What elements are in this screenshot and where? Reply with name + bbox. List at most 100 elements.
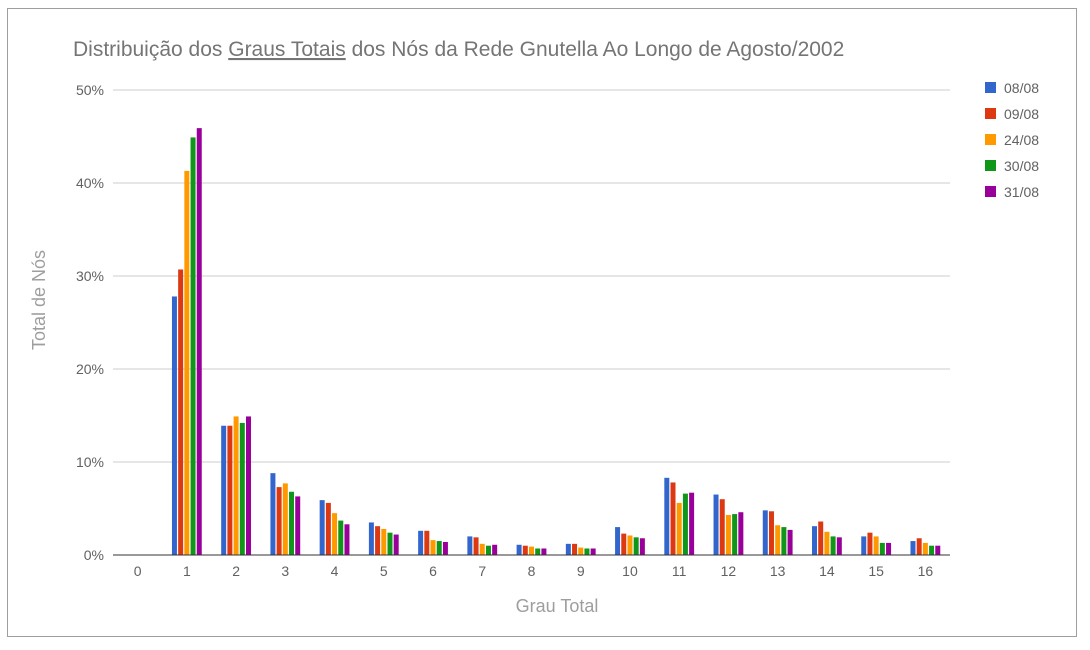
- x-tick-label: 7: [478, 563, 486, 579]
- bar-08-08-grau-2[interactable]: [221, 425, 227, 555]
- bar-31-08-grau-5[interactable]: [393, 534, 399, 555]
- bar-31-08-grau-14[interactable]: [836, 537, 842, 555]
- bar-09-08-grau-7[interactable]: [473, 537, 479, 555]
- bar-08-08-grau-15[interactable]: [861, 536, 867, 555]
- bar-24-08-grau-14[interactable]: [824, 531, 830, 555]
- bar-30-08-grau-10[interactable]: [633, 537, 639, 555]
- bar-24-08-grau-13[interactable]: [775, 525, 781, 555]
- bar-30-08-grau-1[interactable]: [190, 137, 196, 555]
- x-tick-label: 5: [380, 563, 388, 579]
- bar-09-08-grau-3[interactable]: [276, 487, 282, 555]
- bar-31-08-grau-8[interactable]: [541, 548, 547, 555]
- x-tick-label: 9: [577, 563, 585, 579]
- bar-09-08-grau-12[interactable]: [719, 499, 725, 555]
- legend-swatch: [985, 82, 996, 93]
- bar-31-08-grau-4[interactable]: [344, 524, 350, 555]
- bar-09-08-grau-9[interactable]: [572, 543, 578, 555]
- x-tick-label: 14: [819, 563, 835, 579]
- x-tick-label: 12: [721, 563, 737, 579]
- bar-08-08-grau-8[interactable]: [516, 544, 522, 555]
- bar-31-08-grau-16[interactable]: [935, 545, 941, 555]
- bar-30-08-grau-3[interactable]: [289, 491, 295, 555]
- bar-09-08-grau-4[interactable]: [325, 502, 331, 555]
- legend-swatch: [985, 160, 996, 171]
- bar-30-08-grau-2[interactable]: [239, 422, 245, 555]
- bar-31-08-grau-10[interactable]: [639, 538, 645, 555]
- bar-24-08-grau-7[interactable]: [479, 543, 485, 555]
- bar-09-08-grau-16[interactable]: [916, 538, 922, 555]
- bar-09-08-grau-6[interactable]: [424, 530, 430, 555]
- y-tick-label: 20%: [76, 361, 104, 377]
- bar-09-08-grau-1[interactable]: [178, 269, 184, 555]
- y-axis-title: Total de Nós: [29, 250, 49, 350]
- bar-08-08-grau-4[interactable]: [319, 500, 325, 555]
- legend-label: 24/08: [1004, 132, 1039, 148]
- x-tick-label: 6: [429, 563, 437, 579]
- legend-swatch: [985, 186, 996, 197]
- bar-30-08-grau-9[interactable]: [584, 548, 590, 555]
- chart-title-part-2: dos Nós da Rede Gnutella Ao Longo de Ago…: [346, 38, 845, 61]
- bar-09-08-grau-13[interactable]: [768, 511, 774, 555]
- bar-08-08-grau-11[interactable]: [664, 477, 670, 555]
- bar-30-08-grau-8[interactable]: [535, 548, 541, 555]
- bar-09-08-grau-5[interactable]: [375, 526, 381, 555]
- bar-24-08-grau-16[interactable]: [922, 542, 928, 555]
- bar-08-08-grau-3[interactable]: [270, 473, 276, 555]
- bar-31-08-grau-15[interactable]: [886, 542, 892, 555]
- bar-31-08-grau-11[interactable]: [689, 492, 695, 555]
- bar-31-08-grau-3[interactable]: [295, 496, 301, 555]
- bar-09-08-grau-2[interactable]: [227, 425, 233, 555]
- bar-09-08-grau-15[interactable]: [867, 532, 873, 555]
- bar-08-08-grau-13[interactable]: [762, 510, 768, 555]
- bar-08-08-grau-16[interactable]: [910, 541, 916, 555]
- bar-09-08-grau-10[interactable]: [621, 533, 627, 555]
- x-tick-label: 11: [672, 563, 687, 579]
- bar-24-08-grau-4[interactable]: [332, 513, 338, 555]
- bar-30-08-grau-6[interactable]: [436, 541, 442, 555]
- bar-30-08-grau-5[interactable]: [387, 532, 393, 555]
- bar-24-08-grau-15[interactable]: [873, 536, 879, 555]
- bar-24-08-grau-5[interactable]: [381, 528, 387, 555]
- bar-24-08-grau-6[interactable]: [430, 540, 436, 555]
- bar-30-08-grau-16[interactable]: [929, 545, 935, 555]
- bar-24-08-grau-1[interactable]: [184, 170, 190, 555]
- bar-30-08-grau-15[interactable]: [879, 542, 885, 555]
- bar-08-08-grau-12[interactable]: [713, 494, 719, 555]
- bar-08-08-grau-9[interactable]: [565, 543, 571, 555]
- bar-30-08-grau-7[interactable]: [485, 545, 491, 555]
- bar-30-08-grau-14[interactable]: [830, 536, 836, 555]
- bar-31-08-grau-1[interactable]: [196, 128, 202, 555]
- bar-24-08-grau-10[interactable]: [627, 535, 633, 555]
- bar-24-08-grau-12[interactable]: [725, 515, 731, 555]
- bar-08-08-grau-6[interactable]: [418, 530, 424, 555]
- x-tick-label: 3: [281, 563, 289, 579]
- legend-swatch: [985, 108, 996, 119]
- bar-31-08-grau-9[interactable]: [590, 548, 596, 555]
- bar-24-08-grau-11[interactable]: [676, 502, 682, 555]
- bar-09-08-grau-8[interactable]: [522, 545, 528, 555]
- bar-30-08-grau-4[interactable]: [338, 520, 344, 555]
- axes: 0%10%20%30%40%50%0 1 2 3 4 5 6 7 8 9 10 11 12 13 14 15 1…: [76, 82, 950, 579]
- bar-24-08-grau-8[interactable]: [529, 546, 534, 555]
- bar-24-08-grau-3[interactable]: [282, 483, 288, 555]
- bar-31-08-grau-13[interactable]: [787, 529, 793, 555]
- bar-24-08-grau-9[interactable]: [578, 547, 584, 555]
- bar-08-08-grau-1[interactable]: [171, 296, 177, 555]
- bar-24-08-grau-2[interactable]: [233, 416, 239, 555]
- bar-08-08-grau-10[interactable]: [615, 527, 621, 555]
- bar-08-08-grau-5[interactable]: [368, 522, 374, 555]
- x-tick-label: 1: [183, 563, 191, 579]
- bar-08-08-grau-7[interactable]: [467, 536, 473, 555]
- bar-30-08-grau-12[interactable]: [732, 514, 738, 555]
- bar-08-08-grau-14[interactable]: [812, 526, 818, 555]
- bar-09-08-grau-11[interactable]: [670, 482, 676, 555]
- bar-31-08-grau-7[interactable]: [492, 544, 498, 555]
- bar-09-08-grau-14[interactable]: [818, 521, 824, 555]
- bar-30-08-grau-13[interactable]: [781, 527, 787, 555]
- bars: [171, 128, 941, 555]
- bar-31-08-grau-2[interactable]: [245, 416, 251, 555]
- bar-31-08-grau-12[interactable]: [738, 512, 744, 555]
- bar-30-08-grau-11[interactable]: [682, 493, 688, 555]
- bar-31-08-grau-6[interactable]: [442, 541, 448, 555]
